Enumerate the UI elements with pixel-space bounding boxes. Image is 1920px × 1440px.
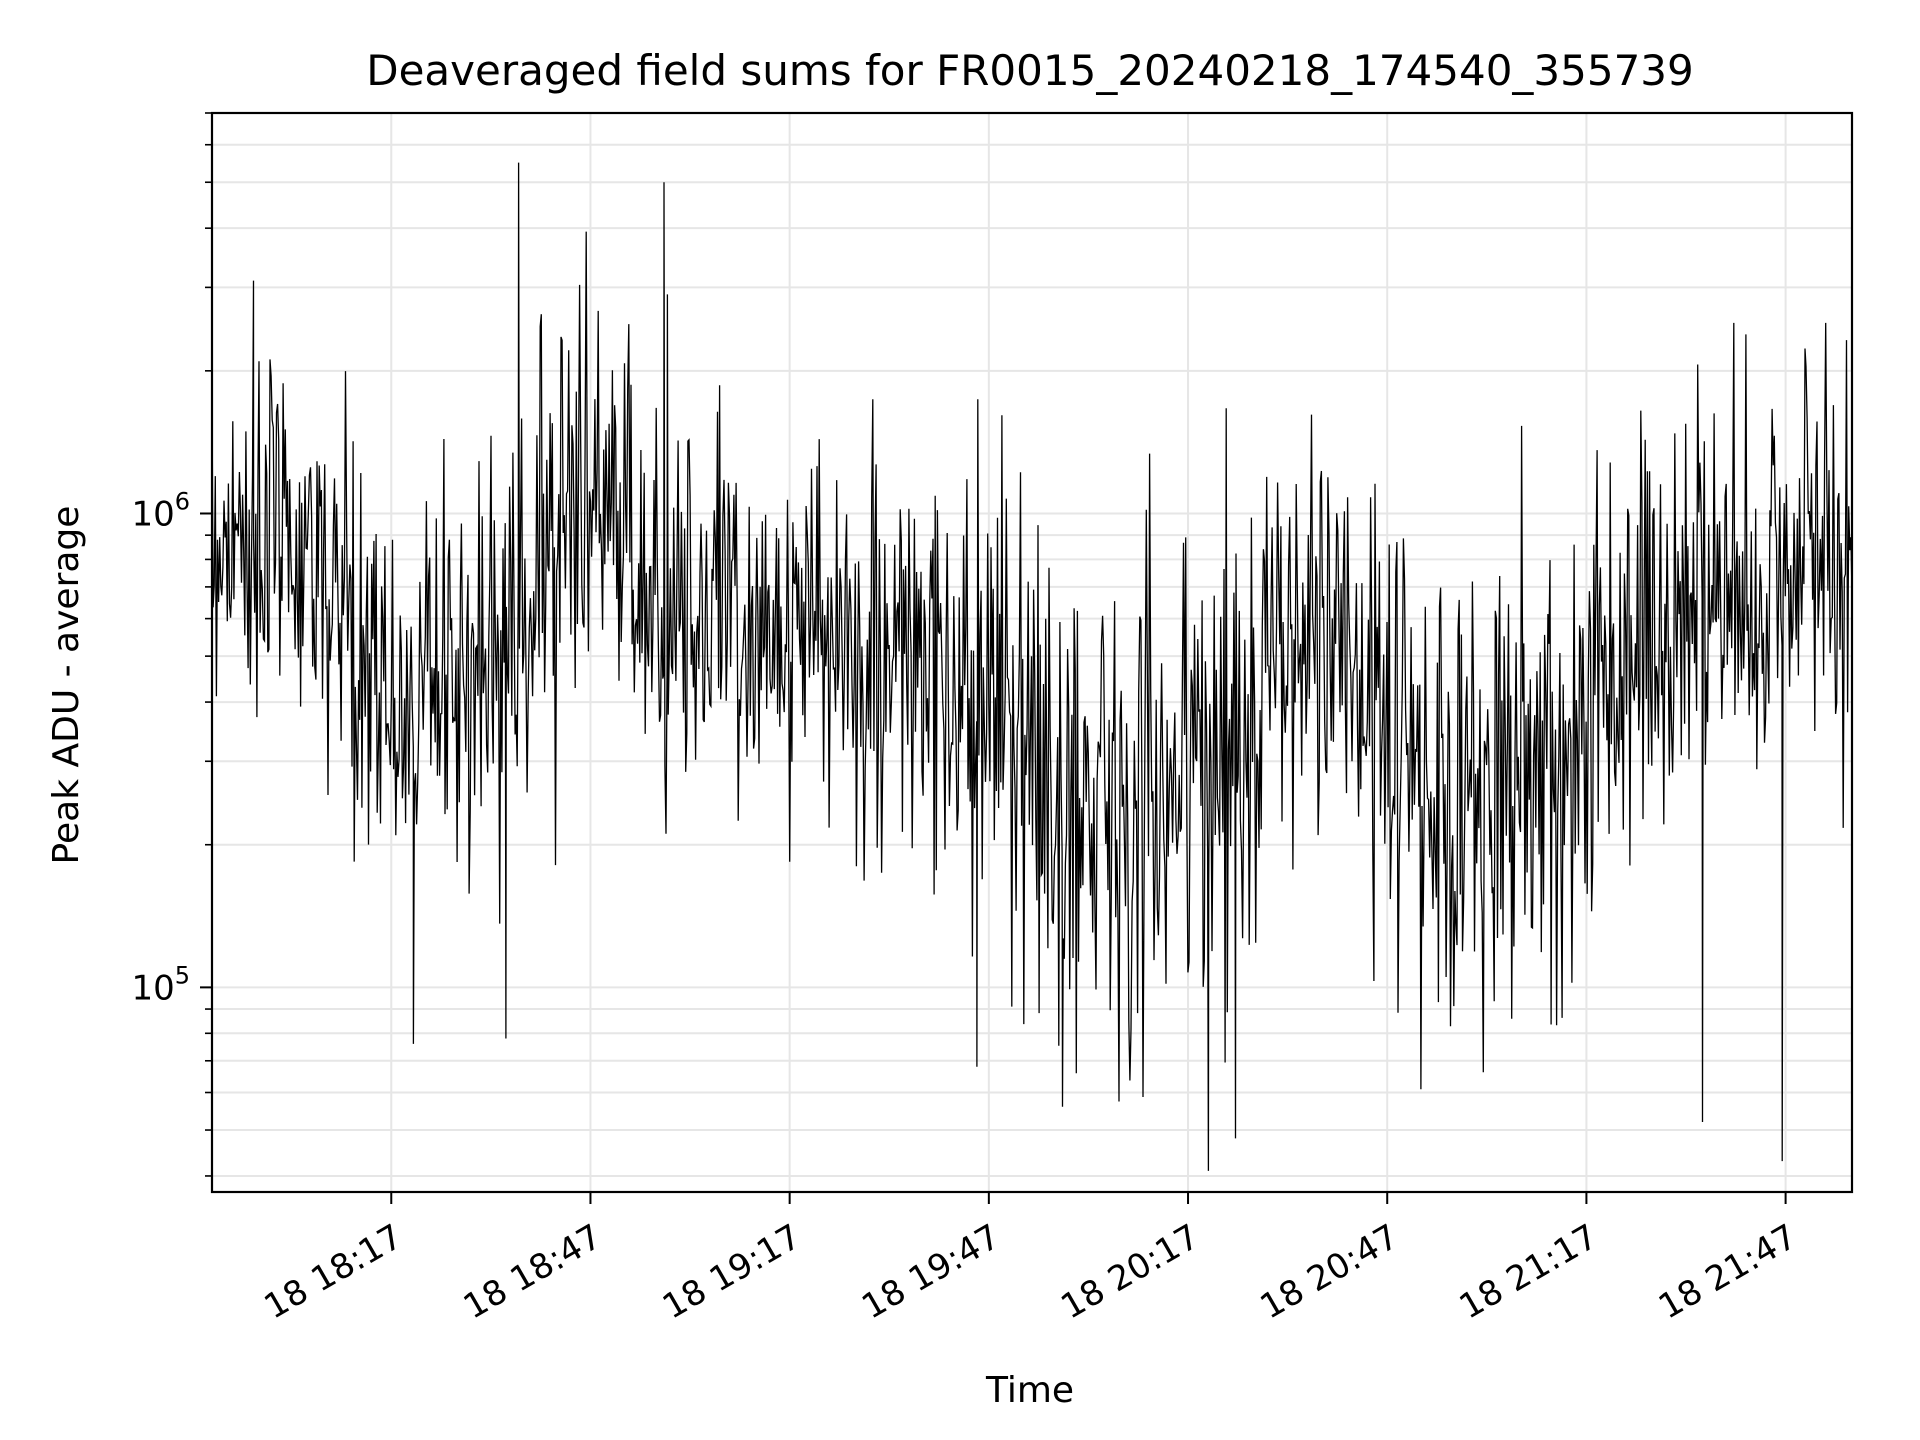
- series-line: [211, 162, 1853, 1171]
- y-tick-base: 10: [131, 968, 174, 1008]
- y-tick-exponent: 5: [175, 961, 190, 989]
- y-tick-label: 106: [131, 487, 190, 534]
- y-tick-label: 105: [131, 961, 190, 1008]
- y-tick-exponent: 6: [175, 487, 190, 515]
- y-tick-base: 10: [131, 494, 174, 534]
- y-axis-label: Peak ADU - average: [46, 506, 87, 865]
- chart-title: Deaveraged field sums for FR0015_2024021…: [366, 46, 1694, 95]
- axes-frame: [210, 111, 1854, 1194]
- x-axis-label: Time: [985, 1370, 1074, 1411]
